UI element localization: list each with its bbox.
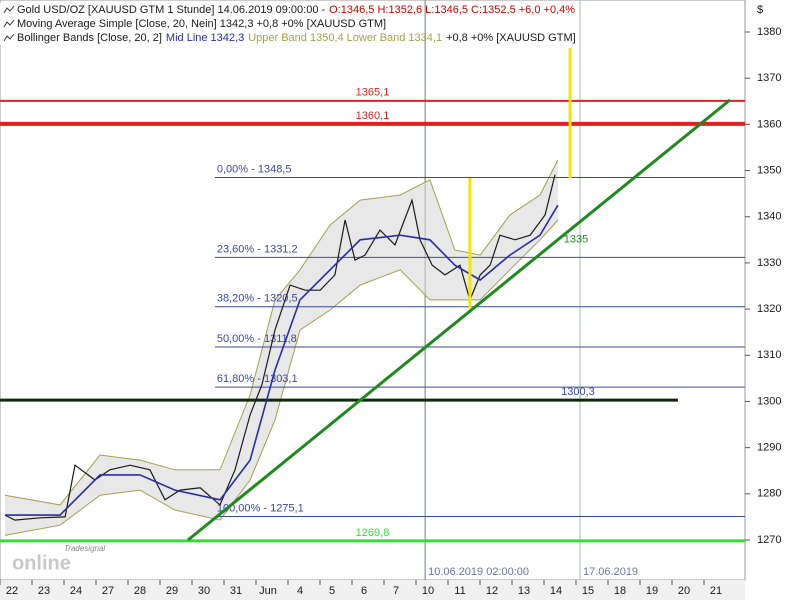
- vertical-line-label: 10.06.2019 02:00:00: [428, 566, 529, 578]
- price-line: [4, 174, 556, 521]
- y-tick-label: 1300: [757, 395, 781, 407]
- trendline: [187, 98, 732, 542]
- band-area: [4, 159, 558, 536]
- legend-icon: [3, 5, 15, 14]
- x-tick-label: 10: [422, 585, 434, 597]
- legend-bg: [0, 17, 4, 31]
- x-tick-label: 23: [38, 585, 50, 597]
- x-tick-label: 28: [134, 585, 146, 597]
- x-tick-label: 29: [166, 585, 178, 597]
- watermark: online: [12, 552, 71, 574]
- legend-detail: Mid Line 1342,3: [166, 32, 244, 44]
- legend-name: Moving Average Simple [Close, 20, Nein] …: [17, 18, 386, 30]
- level-label: 38,20% - 1320,5: [217, 293, 298, 305]
- x-tick-label: Jun: [259, 585, 277, 597]
- legend-detail: O:1346,5 H:1352,6 L:1346,5 C:1352,5 +6,0…: [329, 4, 575, 16]
- x-tick-label: 19: [646, 585, 658, 597]
- legend-icon: [3, 19, 15, 28]
- x-tick-label: 30: [198, 585, 210, 597]
- y-tick-label: 1360: [757, 118, 781, 130]
- x-tick-label: 27: [102, 585, 114, 597]
- level-label: 1300,3: [561, 386, 595, 398]
- level-label: 50,00% - 1311,8: [217, 333, 297, 345]
- legend-entry: Gold USD/OZ [XAUUSD GTM 1 Stunde] 14.06.…: [17, 4, 575, 16]
- legend-bg: [0, 31, 4, 45]
- y-unit: $: [757, 4, 763, 16]
- moving-average: [5, 204, 559, 516]
- x-tick-label: 4: [297, 585, 303, 597]
- y-tick-label: 1280: [757, 488, 781, 500]
- y-tick-label: 1340: [757, 211, 781, 223]
- y-tick-label: 1310: [757, 349, 781, 361]
- level-label: 23,60% - 1331,2: [217, 243, 298, 255]
- y-tick-label: 1330: [757, 257, 781, 269]
- x-tick-label: 22: [6, 585, 18, 597]
- x-tick-label: 7: [393, 585, 399, 597]
- x-tick-label: 31: [230, 585, 242, 597]
- x-tick-label: 5: [329, 585, 335, 597]
- y-tick-label: 1370: [757, 72, 781, 84]
- level-label: 1269,8: [356, 527, 390, 539]
- watermark: Tradesignal: [64, 544, 105, 553]
- x-tick-label: 24: [70, 585, 82, 597]
- legend-name: Gold USD/OZ [XAUUSD GTM 1 Stunde] 14.06.…: [17, 4, 325, 16]
- x-tick-label: 6: [361, 585, 367, 597]
- x-tick-label: 11: [454, 585, 465, 597]
- legend-detail: +0,8 +0% [XAUUSD GTM]: [446, 32, 576, 44]
- x-tick-label: 14: [550, 585, 562, 597]
- band-edge: [4, 159, 559, 506]
- y-tick-label: 1290: [757, 442, 781, 454]
- legend-detail: Upper Band 1350,4 Lower Band 1334,1: [248, 32, 442, 44]
- level-label: 0,00% - 1348,5: [217, 163, 292, 175]
- y-tick-label: 1380: [757, 26, 781, 38]
- level-label: 100,00% - 1275,1: [217, 502, 304, 514]
- legend-entry: Bollinger Bands [Close, 20, 2] Mid Line 1…: [17, 32, 576, 44]
- legend-bg: [0, 3, 4, 17]
- vertical-line-label: 17.06.2019: [583, 566, 638, 578]
- y-tick-label: 1350: [757, 164, 781, 176]
- y-tick-label: 1270: [757, 534, 781, 546]
- x-axis-strip: [0, 580, 745, 600]
- level-label: 1365,1: [356, 87, 390, 99]
- level-label: 61,80% - 1303,1: [217, 373, 298, 385]
- y-tick-label: 1320: [757, 303, 781, 315]
- x-tick-label: 15: [582, 585, 594, 597]
- legend-name: Bollinger Bands [Close, 20, 2]: [17, 32, 162, 44]
- legend-icon: [3, 33, 15, 42]
- legend-entry: Moving Average Simple [Close, 20, Nein] …: [17, 18, 386, 30]
- x-tick-label: 13: [518, 585, 530, 597]
- x-tick-label: 12: [486, 585, 498, 597]
- x-tick-label: 18: [614, 585, 626, 597]
- x-tick-label: 21: [710, 585, 722, 597]
- trendline-label: 1335: [564, 234, 588, 246]
- level-label: 1360,1: [356, 110, 390, 122]
- band-edge: [4, 219, 559, 536]
- x-tick-label: 20: [678, 585, 690, 597]
